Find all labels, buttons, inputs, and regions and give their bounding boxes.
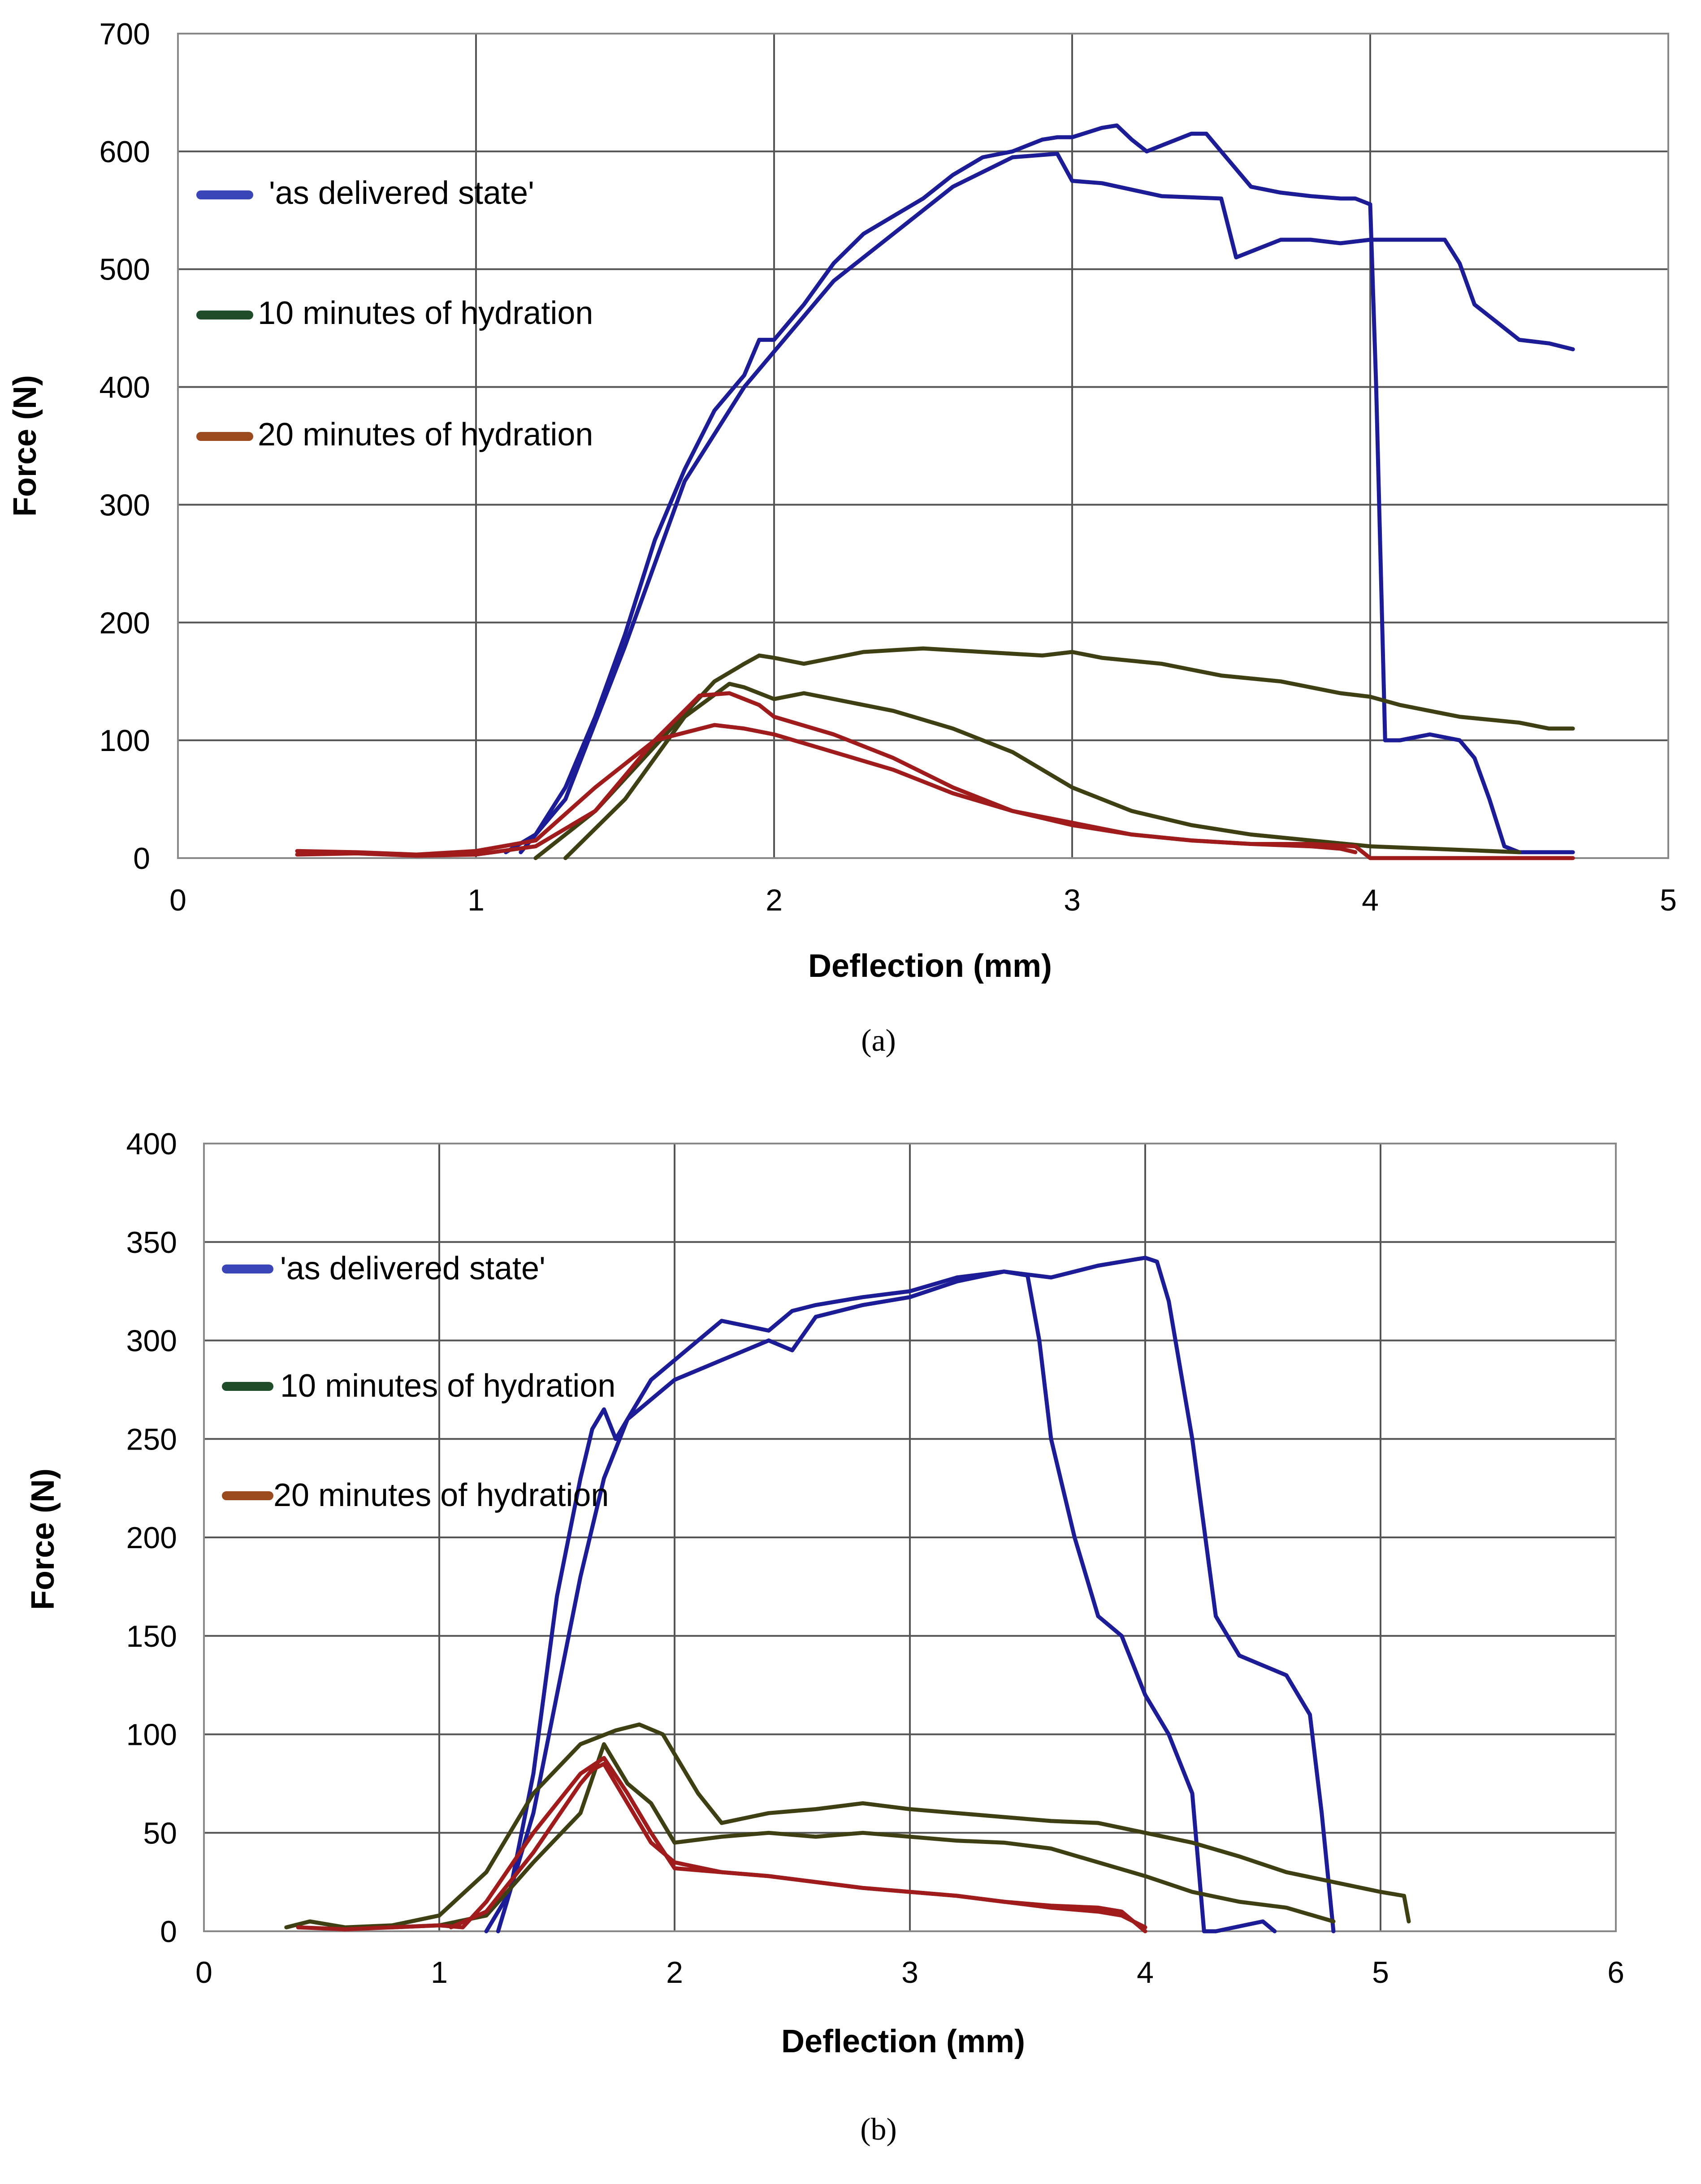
chart-0-series-line-0 bbox=[504, 123, 1575, 855]
chart-a-x-axis-title: Deflection (mm) bbox=[808, 948, 1052, 984]
y-tick-label: 50 bbox=[143, 1816, 177, 1850]
x-tick-label: 3 bbox=[1064, 883, 1081, 917]
chart-a-caption: (a) bbox=[861, 1023, 896, 1058]
y-tick-label: 300 bbox=[126, 1324, 177, 1358]
x-tick-label: 0 bbox=[195, 1955, 212, 1990]
chart-a-legend-label-10-min: 10 minutes of hydration bbox=[258, 295, 593, 331]
chart-b-legend-label-10-min: 10 minutes of hydration bbox=[280, 1368, 615, 1404]
y-tick-label: 0 bbox=[160, 1915, 177, 1949]
chart-a-legend-label-as-delivered: 'as delivered state' bbox=[269, 175, 534, 211]
x-tick-label: 2 bbox=[766, 883, 783, 917]
chart-a-legend: 'as delivered state' 10 minutes of hydra… bbox=[196, 175, 593, 453]
chart-a-plot-frame bbox=[177, 33, 1669, 859]
x-tick-label: 4 bbox=[1137, 1955, 1154, 1990]
y-tick-label: 250 bbox=[126, 1422, 177, 1456]
x-tick-label: 0 bbox=[169, 883, 186, 917]
chart-1-series-line-2 bbox=[284, 1722, 1411, 1929]
chart-1-series-line-5 bbox=[449, 1761, 1147, 1929]
chart-b-x-axis-title: Deflection (mm) bbox=[781, 2024, 1025, 2059]
chart-0-series-line-1 bbox=[519, 151, 1575, 855]
chart-b-legend-label-20-min: 20 minutes of hydration bbox=[273, 1477, 609, 1513]
x-tick-label: 5 bbox=[1372, 1955, 1389, 1990]
chart-a-ticks: 0 1 2 3 4 5 0 100 200 300 400 500 600 700 bbox=[100, 17, 1677, 917]
y-tick-label: 0 bbox=[133, 842, 150, 876]
chart-b-legend-label-as-delivered: 'as delivered state' bbox=[280, 1251, 545, 1286]
y-tick-label: 200 bbox=[126, 1521, 177, 1555]
chart-b-legend: 'as delivered state' 10 minutes of hydra… bbox=[222, 1251, 615, 1513]
chart-0-series-line-2 bbox=[533, 646, 1575, 860]
y-tick-label: 400 bbox=[126, 1127, 177, 1161]
y-tick-label: 150 bbox=[126, 1619, 177, 1653]
y-tick-label: 100 bbox=[126, 1718, 177, 1752]
chart-a: 0 1 2 3 4 5 0 100 200 300 400 500 600 700 Deflection … bbox=[7, 17, 1677, 1058]
chart-a-series bbox=[295, 123, 1575, 860]
chart-b-plot-frame bbox=[203, 1143, 1617, 1932]
chart-b: 0 1 2 3 4 5 6 0 50 100 150 200 250 300 350 400 Deflecti… bbox=[25, 1127, 1624, 2147]
x-tick-label: 1 bbox=[467, 883, 485, 917]
x-tick-label: 5 bbox=[1660, 883, 1677, 917]
x-tick-label: 1 bbox=[431, 1955, 448, 1990]
chart-b-ticks: 0 1 2 3 4 5 6 0 50 100 150 200 250 300 350 400 bbox=[126, 1127, 1624, 1990]
x-tick-label: 3 bbox=[901, 1955, 918, 1990]
chart-1-series-line-0 bbox=[484, 1269, 1277, 1934]
chart-0-series-line-5 bbox=[295, 723, 1358, 857]
y-tick-label: 350 bbox=[126, 1226, 177, 1260]
chart-0-series-line-3 bbox=[563, 682, 1521, 860]
y-tick-label: 100 bbox=[100, 724, 150, 758]
chart-b-series bbox=[284, 1256, 1411, 1934]
y-tick-label: 500 bbox=[100, 253, 150, 287]
y-tick-label: 700 bbox=[100, 17, 150, 51]
chart-1-series-line-3 bbox=[390, 1742, 1336, 1929]
y-tick-label: 200 bbox=[100, 606, 150, 640]
chart-b-y-axis-title: Force (N) bbox=[25, 1468, 61, 1610]
chart-b-caption: (b) bbox=[860, 2112, 897, 2147]
chart-a-legend-label-20-min: 20 minutes of hydration bbox=[258, 417, 593, 453]
chart-a-y-axis-title: Force (N) bbox=[7, 375, 43, 517]
x-tick-label: 4 bbox=[1362, 883, 1379, 917]
y-tick-label: 400 bbox=[100, 371, 150, 405]
chart-1-series-line-1 bbox=[496, 1256, 1336, 1934]
x-tick-label: 2 bbox=[666, 1955, 683, 1990]
x-tick-label: 6 bbox=[1607, 1955, 1624, 1990]
y-tick-label: 300 bbox=[100, 488, 150, 522]
y-tick-label: 600 bbox=[100, 135, 150, 169]
chart-0-series-line-4 bbox=[295, 691, 1575, 860]
